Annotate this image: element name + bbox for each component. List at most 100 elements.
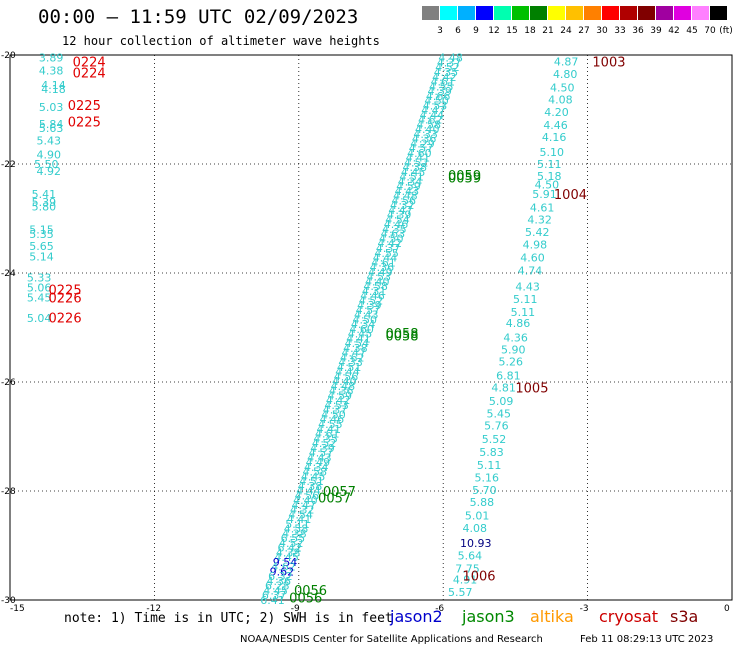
wave-height-value: 4.41 xyxy=(287,513,312,526)
legend-swatch xyxy=(422,6,439,20)
wave-height-value: 4.34 xyxy=(304,461,329,474)
wave-height-value: 4.40 xyxy=(365,275,390,288)
pass-time-label: 0225 xyxy=(49,283,82,298)
legend-swatch xyxy=(440,6,457,20)
credit-text: NOAA/NESDIS Center for Satellite Applica… xyxy=(240,634,543,645)
wave-height-value: 4.20 xyxy=(544,106,569,119)
x-tick-label: -15 xyxy=(10,604,25,614)
wave-height-value: 10.93 xyxy=(460,537,492,550)
wave-height-value: 4.47 xyxy=(421,104,446,117)
wave-height-value: 4.34 xyxy=(398,175,423,188)
pass-time-label: 0225 xyxy=(68,99,101,114)
wave-height-value: 5.11 xyxy=(513,293,538,306)
wave-height-value: 4.48 xyxy=(331,380,356,393)
wave-height-value: 4.52 xyxy=(312,437,337,450)
wave-height-value: 5.57 xyxy=(448,586,473,599)
legend-label: 30 xyxy=(596,26,608,36)
wave-height-value: 4.38 xyxy=(282,527,307,540)
wave-height-value: 5.14 xyxy=(29,251,54,264)
satellite-jason3: jason3 xyxy=(462,607,515,626)
pass-time-label: 1006 xyxy=(462,569,495,584)
wave-height-value: 4.50 xyxy=(535,179,560,192)
wave-height-value: 4.86 xyxy=(506,317,530,330)
wave-height-value: 4.52 xyxy=(359,294,384,307)
y-tick-label: -22 xyxy=(1,160,16,170)
x-tick-label: -3 xyxy=(580,604,589,614)
pass-time-label: 0059 xyxy=(448,172,481,187)
pass-time-label: 1004 xyxy=(554,188,587,203)
legend-label: 15 xyxy=(506,26,518,36)
axis-ticks: -15 -12 -9 -6 -3 0-20-22-24-26-28-30 xyxy=(1,51,730,614)
wave-height-value: 4.52 xyxy=(404,156,429,169)
wave-height-value: 4.61 xyxy=(530,202,555,215)
wave-height-value: 4.35 xyxy=(313,432,338,445)
wave-height-value: 4.38 xyxy=(298,480,323,493)
time-labels: 0224022402250225022502260226100310041005… xyxy=(49,56,626,607)
wave-height-value: 4.38 xyxy=(39,64,64,77)
wave-height-value: 4.59 xyxy=(396,180,421,193)
wave-height-value: 4.57 xyxy=(356,304,381,317)
y-tick-label: -24 xyxy=(1,269,16,279)
wave-height-value: 4.55 xyxy=(429,80,454,93)
wave-height-value: 4.66 xyxy=(426,90,451,103)
wave-height-value: 4.60 xyxy=(407,147,432,160)
legend-label: 6 xyxy=(455,26,461,36)
wave-height-value: 4.31 xyxy=(362,285,387,298)
pass-time-label: 0226 xyxy=(49,312,82,327)
wave-height-value: 4.52 xyxy=(435,61,460,74)
wave-height-value: 5.11 xyxy=(285,518,310,531)
wave-height-value: 4.46 xyxy=(360,290,385,303)
wave-height-value: 4.36 xyxy=(412,133,437,146)
satellite-cryosat: cryosat xyxy=(599,607,659,626)
wave-height-value: 6.32 xyxy=(268,570,293,583)
wave-height-value: 6.37 xyxy=(262,589,287,602)
page-title: 00:00 – 11:59 UTC 02/09/2023 xyxy=(38,6,359,28)
wave-height-value: 4.38 xyxy=(276,546,301,559)
wave-height-value: 4.35 xyxy=(434,66,459,79)
wave-height-value: 4.45 xyxy=(348,328,373,341)
wave-height-value: 4.55 xyxy=(374,247,399,260)
pass-time-label: 0058 xyxy=(385,327,418,342)
wave-height-value: 4.61 xyxy=(431,76,456,89)
wave-height-value: 5.90 xyxy=(501,343,525,356)
wave-height-value: 4.36 xyxy=(267,575,292,588)
wave-height-value: 4.53 xyxy=(324,399,349,412)
wave-height-value: 4.33 xyxy=(338,356,363,369)
wave-height-value: 4.43 xyxy=(395,185,420,198)
wave-height-value: 4.36 xyxy=(329,385,354,398)
grid-lines xyxy=(10,55,732,600)
wave-height-value: 4.52 xyxy=(279,537,304,550)
legend-label: 3 xyxy=(437,26,443,36)
wave-height-value: 4.50 xyxy=(321,408,346,421)
wave-height-value: 6.28 xyxy=(265,580,290,593)
wave-height-value: 4.48 xyxy=(438,52,463,65)
wave-height-value: 4.51 xyxy=(399,171,424,184)
wave-height-value: 5.11 xyxy=(511,306,536,319)
wave-height-value: 5.09 xyxy=(489,395,513,408)
y-tick-label: -20 xyxy=(1,51,16,61)
pass-time-label: 0226 xyxy=(49,292,82,307)
legend-unit: (ft) xyxy=(719,26,733,36)
wave-height-value: 4.81 xyxy=(491,381,516,394)
wave-height-value: 4.74 xyxy=(518,264,543,277)
satellite-s3a: s3a xyxy=(670,607,699,626)
legend-swatch xyxy=(512,6,529,20)
legend-label: 21 xyxy=(542,26,554,36)
wave-height-value: 4.39 xyxy=(427,85,452,98)
wave-height-value: 5.45 xyxy=(27,292,51,305)
wave-height-value: 5.16 xyxy=(474,471,499,484)
wave-height-value: 4.40 xyxy=(415,123,440,136)
legend-label: 24 xyxy=(560,26,572,36)
wave-height-value: 5.80 xyxy=(32,201,57,214)
wave-height-value: 4.63 xyxy=(381,228,406,241)
wave-height-value: 5.06 xyxy=(27,282,51,295)
y-tick-label: -28 xyxy=(1,487,16,497)
legend-swatch xyxy=(530,6,547,20)
legend-label: 9 xyxy=(473,26,479,36)
wave-height-value: 4.80 xyxy=(553,68,578,81)
legend-label: 33 xyxy=(614,26,626,36)
wave-height-value: 4.58 xyxy=(417,118,442,131)
wave-height-value: 4.41 xyxy=(346,332,371,345)
wave-height-value: 4.61 xyxy=(371,256,396,269)
wave-height-value: 4.58 xyxy=(302,466,327,479)
